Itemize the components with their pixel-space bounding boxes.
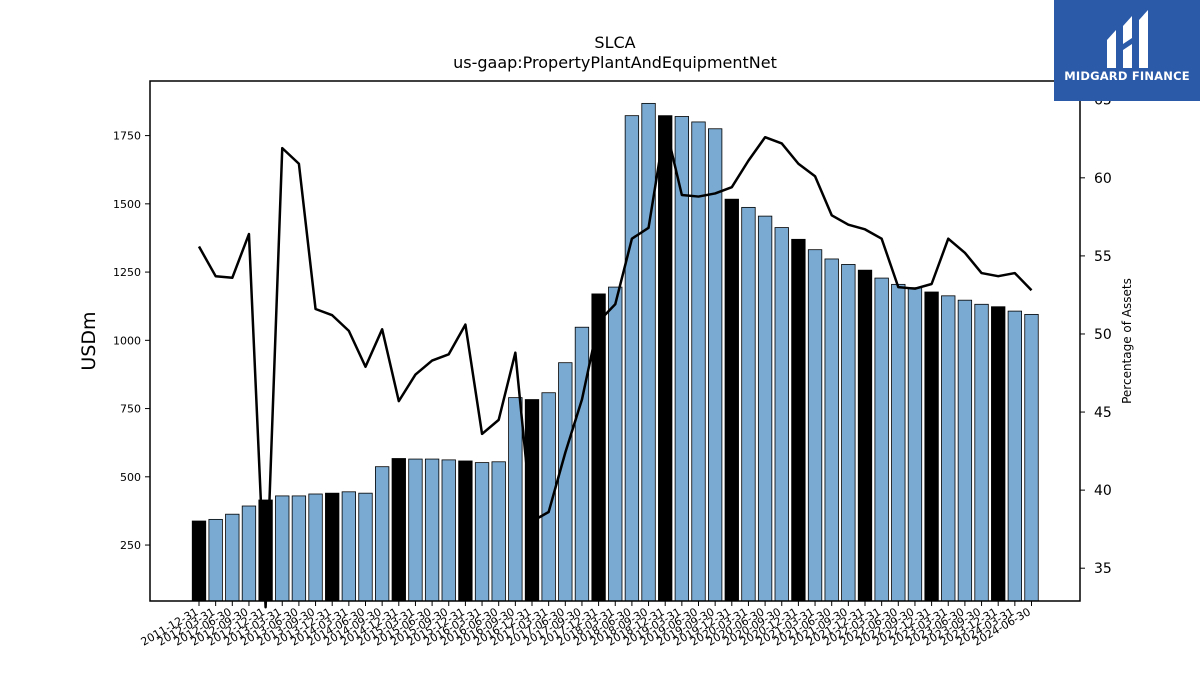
y2-tick-label: 35 — [1094, 561, 1112, 577]
bar-2015-09-30 — [441, 459, 456, 602]
bar-2016-09-30 — [508, 397, 523, 602]
y2-tick-label: 40 — [1094, 483, 1112, 499]
bar-2023-03-31 — [941, 295, 956, 602]
midgard-logo-icon — [1107, 10, 1148, 68]
bar-2019-09-30 — [708, 128, 723, 602]
bar-2014-12-31 — [391, 458, 406, 602]
logo-text: MIDGARD FINANCE — [1064, 69, 1190, 83]
bar-2017-09-30 — [574, 326, 590, 602]
y2-tick-label: 55 — [1094, 249, 1112, 265]
y-tick-label: 750 — [120, 403, 141, 416]
bar-2020-06-30 — [757, 215, 773, 602]
bar-2019-12-31 — [724, 198, 739, 602]
bar-2015-03-31 — [408, 458, 423, 602]
bar-2022-09-30 — [907, 287, 923, 602]
midgard-finance-logo: MIDGARD FINANCE — [1054, 0, 1200, 101]
y-tick-label: 1500 — [113, 198, 141, 211]
bar-2015-06-30 — [424, 458, 440, 602]
bar-2013-06-30 — [291, 495, 307, 602]
percentage-line-layer — [197, 123, 1033, 609]
bar-2012-03-31 — [208, 518, 223, 602]
bar-2014-09-30 — [374, 466, 390, 602]
bar-2022-03-31 — [874, 277, 889, 602]
bar-2013-09-30 — [308, 493, 323, 602]
y-tick-label: 250 — [120, 539, 141, 552]
bar-2023-09-30 — [974, 303, 989, 602]
bar-2022-12-31 — [924, 291, 939, 602]
y2-tick-label: 60 — [1094, 171, 1112, 187]
plot-frame — [149, 80, 1081, 602]
bar-2016-06-30 — [491, 461, 506, 602]
y-tick-label: 1750 — [113, 130, 141, 143]
bar-2020-09-30 — [774, 227, 789, 602]
bar-2017-06-30 — [558, 362, 573, 602]
bar-2022-06-30 — [891, 283, 906, 602]
bar-2014-03-31 — [341, 491, 357, 602]
y2-tick-label: 50 — [1094, 327, 1112, 343]
bar-2013-12-31 — [325, 492, 340, 602]
bar-2021-09-30 — [841, 264, 856, 602]
y-tick-label: 1250 — [113, 266, 141, 279]
bar-2021-06-30 — [824, 258, 839, 602]
bar-2012-06-30 — [225, 513, 240, 602]
bar-2013-03-31 — [275, 495, 290, 602]
bar-2016-12-31 — [524, 399, 540, 602]
percentage-of-assets-line — [197, 123, 1033, 609]
y-tick-label: 500 — [120, 471, 141, 484]
bar-2024-03-31 — [1007, 310, 1022, 602]
bar-2018-12-31 — [658, 115, 673, 602]
bar-2016-03-31 — [474, 462, 490, 602]
chart-title: SLCA — [594, 33, 635, 52]
y2-axis-label: Percentage of Assets — [1120, 278, 1134, 404]
y2-tick-label: 45 — [1094, 405, 1112, 421]
bar-2019-03-31 — [674, 116, 689, 602]
bars — [191, 102, 1039, 602]
bar-2023-06-30 — [957, 299, 973, 602]
y-tick-label: 1000 — [113, 334, 141, 347]
bar-2014-06-30 — [358, 492, 373, 602]
chart-subtitle: us-gaap:PropertyPlantAndEquipmentNet — [453, 53, 777, 72]
axes: 2505007501000125015001750354045505560652… — [113, 93, 1112, 649]
bar-2020-03-31 — [741, 206, 756, 602]
bar-2018-06-30 — [624, 115, 640, 602]
bar-2011-12-31 — [191, 520, 207, 602]
bar-2018-09-30 — [641, 102, 656, 602]
bar-2021-03-31 — [807, 249, 823, 602]
bar-2012-09-30 — [241, 505, 257, 602]
bar-2015-12-31 — [458, 460, 473, 602]
bar-2018-03-31 — [608, 286, 623, 602]
y-axis-label: USDm — [78, 311, 100, 370]
bar-2020-12-31 — [791, 238, 806, 602]
bar-2019-06-30 — [691, 121, 706, 602]
bar-2021-12-31 — [857, 269, 873, 602]
bar-2024-06-30 — [1024, 313, 1039, 602]
bar-2023-12-31 — [991, 306, 1006, 602]
